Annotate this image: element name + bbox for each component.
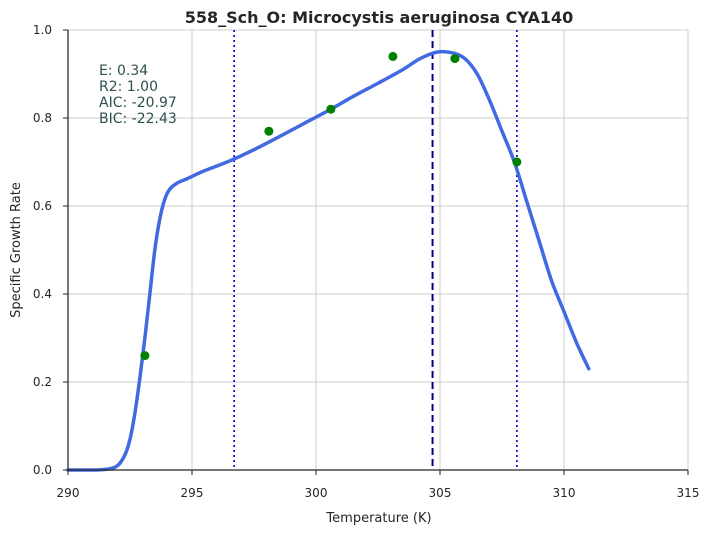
fit-stat-line: BIC: -22.43 [99,111,177,127]
x-tick-label: 310 [553,486,576,500]
chart-title: 558_Sch_O: Microcystis aeruginosa CYA140 [185,8,574,27]
fit-stat-line: AIC: -20.97 [99,95,177,111]
x-tick-label: 300 [305,486,328,500]
observed-point [140,351,150,361]
observed-point [326,104,336,114]
fit-stat-line: R2: 1.00 [99,79,158,95]
x-tick-label: 290 [57,486,80,500]
y-axis-ticks: 0.0 0.2 0.4 0.6 0.8 1.0 [33,23,68,477]
y-tick-label: 0.2 [33,375,52,389]
observed-points-layer [140,51,522,361]
y-tick-label: 0.0 [33,463,52,477]
x-tick-label: 315 [677,486,700,500]
observed-point [450,54,460,64]
observed-point [264,126,274,136]
x-axis-ticks: 290 295 300 305 310 315 [57,470,700,500]
fitted-curve-line [66,49,591,472]
y-tick-label: 0.4 [33,287,52,301]
y-tick-label: 1.0 [33,23,52,37]
x-tick-label: 295 [181,486,204,500]
y-axis-label: Specific Growth Rate [9,182,24,318]
observed-point [388,51,398,61]
fitted-curve-layer [66,49,591,472]
x-axis-label: Temperature (K) [325,511,431,526]
fit-stat-line: E: 0.34 [99,63,148,79]
y-tick-label: 0.6 [33,199,52,213]
observed-point [512,157,522,167]
y-tick-label: 0.8 [33,111,52,125]
axes-spines [67,30,688,471]
reference-lines [233,30,518,470]
x-tick-label: 305 [429,486,452,500]
